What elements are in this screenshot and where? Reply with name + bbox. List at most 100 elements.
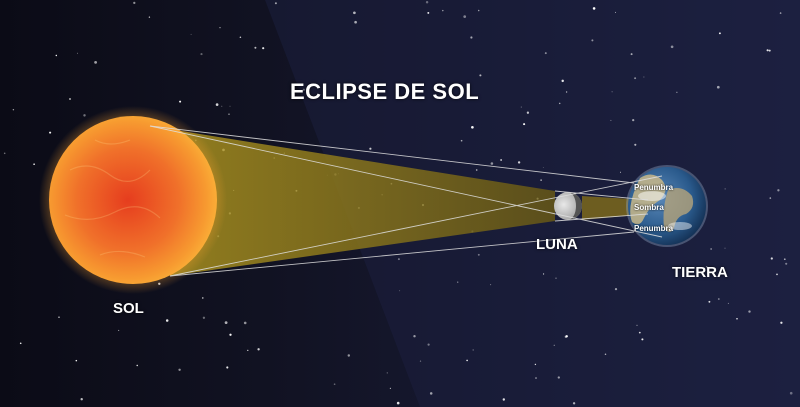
penumbra-lower-label: Penumbra [634, 224, 674, 233]
star [561, 79, 564, 83]
star [534, 363, 537, 366]
line-sun-top-to-earth-top [149, 125, 635, 184]
star [463, 15, 467, 18]
line-cross-1 [149, 125, 663, 238]
star [780, 321, 783, 324]
star [724, 247, 726, 249]
star [354, 20, 357, 24]
star [413, 335, 416, 338]
moon-label: LUNA [536, 236, 578, 253]
star [716, 85, 720, 89]
star [565, 91, 568, 93]
star [517, 161, 521, 164]
star [136, 364, 138, 367]
star [789, 391, 793, 395]
star [427, 11, 430, 14]
star [3, 152, 6, 155]
star [632, 118, 635, 122]
star [347, 354, 351, 357]
star [179, 100, 182, 103]
star [302, 88, 306, 91]
star [776, 273, 778, 276]
star [466, 359, 468, 362]
star [202, 316, 206, 319]
light-cone [150, 126, 555, 276]
star [229, 333, 232, 336]
star [165, 319, 169, 322]
star [643, 76, 645, 78]
star [572, 402, 576, 405]
star [221, 105, 223, 107]
star [523, 123, 526, 126]
star [58, 316, 60, 319]
star [472, 349, 474, 351]
star [94, 61, 97, 64]
star [475, 169, 478, 171]
star [779, 12, 782, 14]
star [419, 360, 422, 362]
star [80, 398, 83, 401]
star [133, 1, 136, 5]
star [55, 54, 58, 57]
star [333, 383, 336, 386]
line-cross-2 [169, 175, 663, 277]
star [717, 298, 720, 300]
earth-label: TIERRA [672, 264, 728, 281]
star [219, 27, 221, 29]
star [399, 290, 401, 292]
star [604, 353, 607, 355]
star [262, 47, 265, 50]
star [118, 329, 120, 331]
moon-dark-side [568, 192, 582, 220]
star [610, 119, 612, 121]
star [591, 39, 594, 42]
star [520, 106, 522, 108]
star [254, 46, 257, 49]
star [243, 321, 247, 325]
star [397, 258, 400, 261]
star [641, 338, 644, 341]
star [228, 113, 230, 116]
star [620, 171, 621, 173]
sun-label: SOL [113, 300, 144, 317]
star [718, 32, 721, 35]
star [748, 310, 751, 313]
construction-lines [149, 125, 663, 277]
star [770, 257, 773, 260]
star [592, 7, 596, 10]
star [736, 317, 738, 320]
star [542, 167, 544, 168]
star [500, 159, 502, 161]
sun-texture [64, 139, 161, 258]
star [638, 331, 641, 334]
star [76, 52, 79, 54]
star [215, 103, 219, 106]
star [224, 321, 228, 324]
star [200, 53, 203, 56]
star [557, 376, 560, 379]
star [460, 139, 463, 142]
star [526, 111, 530, 114]
star [710, 248, 712, 250]
star [386, 372, 388, 374]
star [33, 163, 35, 165]
star [766, 49, 769, 52]
star [226, 366, 229, 369]
star [540, 179, 542, 181]
star [442, 9, 444, 12]
star [630, 53, 633, 56]
star [676, 91, 678, 93]
star [190, 33, 192, 35]
star [783, 258, 786, 261]
star [274, 2, 277, 5]
star [83, 114, 86, 117]
star [178, 368, 181, 371]
star [636, 324, 638, 327]
star [479, 74, 482, 77]
star [425, 0, 429, 4]
star [429, 392, 433, 395]
star [769, 197, 772, 199]
star [202, 297, 204, 299]
star [229, 105, 231, 107]
